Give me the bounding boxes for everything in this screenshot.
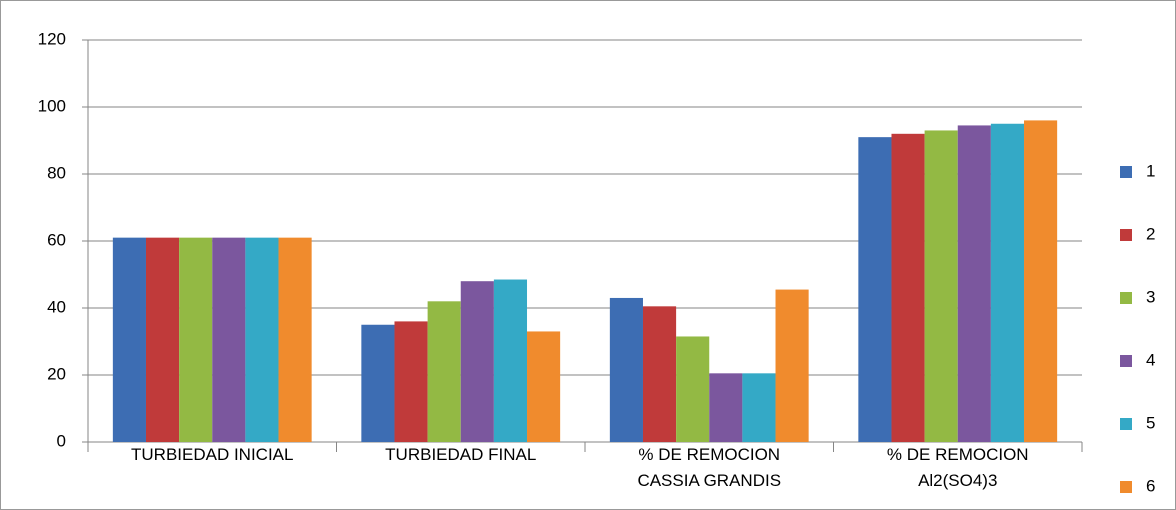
legend-swatch — [1120, 292, 1132, 304]
x-tick-label: % DE REMOCION Al2(SO4)3 — [886, 445, 1029, 490]
legend-label: 6 — [1146, 476, 1155, 495]
x-tick-label: TURBIEDAD FINAL — [385, 445, 537, 464]
legend-label: 2 — [1146, 224, 1155, 243]
legend-label: 3 — [1146, 287, 1155, 306]
bar — [957, 125, 991, 443]
legend-label: 4 — [1146, 350, 1155, 369]
bar — [145, 237, 180, 442]
y-tick-label: 40 — [47, 297, 66, 316]
bar — [245, 237, 279, 442]
bar — [278, 237, 312, 442]
bar — [891, 133, 925, 443]
bar — [493, 279, 528, 442]
y-tick-label: 60 — [47, 230, 66, 249]
y-tick-label: 20 — [47, 364, 66, 383]
bar — [676, 336, 710, 442]
bar — [742, 373, 776, 442]
y-tick-label: 80 — [47, 163, 66, 182]
bar — [709, 373, 743, 442]
bar — [858, 137, 892, 442]
legend-swatch — [1120, 481, 1132, 493]
bar — [394, 321, 428, 442]
legend-swatch — [1120, 355, 1132, 367]
bar — [990, 123, 1025, 442]
bar — [212, 237, 246, 442]
legend-label: 5 — [1146, 413, 1155, 432]
y-tick-label: 120 — [38, 29, 66, 48]
y-tick-label: 0 — [57, 431, 66, 450]
legend-label: 1 — [1146, 161, 1155, 180]
x-tick-label: % DE REMOCION CASSIA GRANDIS — [637, 445, 782, 490]
bar — [609, 297, 643, 442]
bar — [112, 237, 146, 442]
bar — [460, 281, 494, 442]
legend-swatch — [1120, 229, 1132, 241]
legend-swatch — [1120, 418, 1132, 430]
x-tick-label: TURBIEDAD INICIAL — [131, 445, 294, 464]
bar — [924, 130, 958, 442]
bar — [1024, 120, 1058, 443]
bar — [527, 331, 561, 442]
bar — [427, 301, 461, 442]
bar — [361, 324, 395, 442]
legend-swatch — [1120, 166, 1132, 178]
bar — [642, 306, 677, 442]
bar — [179, 237, 213, 442]
y-tick-label: 100 — [38, 96, 66, 115]
bar — [775, 289, 809, 442]
